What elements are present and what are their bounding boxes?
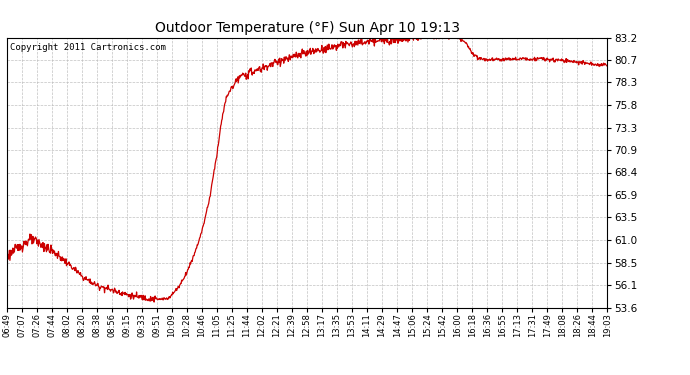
Title: Outdoor Temperature (°F) Sun Apr 10 19:13: Outdoor Temperature (°F) Sun Apr 10 19:1… xyxy=(155,21,460,35)
Text: Copyright 2011 Cartronics.com: Copyright 2011 Cartronics.com xyxy=(10,43,166,52)
